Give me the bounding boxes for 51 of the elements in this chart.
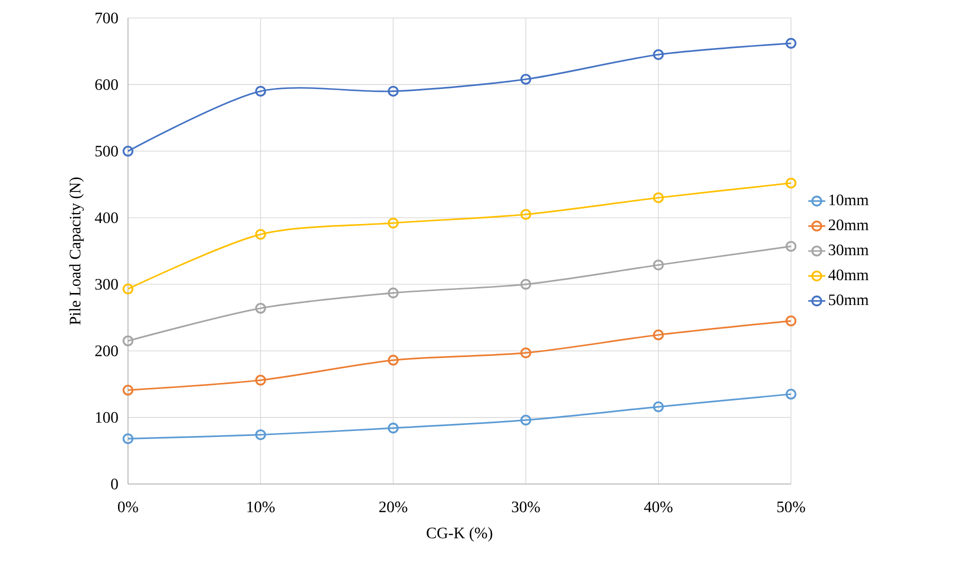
x-tick-label: 0% — [118, 502, 138, 512]
y-tick-label: 0 — [111, 478, 118, 490]
point — [786, 38, 796, 49]
point — [388, 422, 399, 434]
point — [520, 347, 532, 358]
point — [520, 414, 532, 426]
x-tick-label: 50% — [777, 502, 806, 512]
point — [255, 86, 266, 97]
point — [255, 429, 266, 440]
point — [388, 86, 399, 97]
point — [388, 354, 399, 366]
y-tick-label: 100 — [96, 412, 118, 423]
point — [520, 74, 532, 85]
x-tick-label: 30% — [512, 502, 540, 512]
legend-label: 30mm — [828, 244, 869, 256]
point — [653, 49, 664, 60]
point — [388, 288, 399, 298]
point — [255, 228, 266, 240]
point — [520, 208, 532, 220]
x-tick-label: 10% — [247, 502, 275, 512]
point — [653, 329, 664, 340]
point — [653, 401, 664, 412]
point — [520, 278, 532, 290]
point — [653, 260, 664, 270]
point — [786, 178, 796, 188]
y-tick-label: 400 — [94, 212, 118, 224]
x-axis-title: CG-K (%) — [426, 527, 492, 542]
y-tick-label: 500 — [96, 146, 118, 157]
point — [122, 335, 134, 346]
y-tick-label: 700 — [96, 12, 118, 24]
y-tick-label: 300 — [95, 278, 118, 290]
x-tick-label: 20% — [379, 502, 408, 512]
point — [255, 374, 266, 386]
legend-label: 40mm — [828, 269, 869, 280]
point — [786, 316, 796, 326]
point — [122, 433, 134, 444]
point — [388, 218, 399, 228]
x-tick-label: 40% — [644, 502, 672, 512]
legend-label: 10mm — [829, 194, 869, 206]
legend-label: 20mm — [828, 220, 869, 230]
legend-label: 50mm — [828, 294, 869, 306]
y-axis-title: Pile Load Capacity (N) — [69, 178, 84, 325]
y-tick-label: 200 — [95, 345, 118, 356]
point — [786, 240, 796, 252]
point — [122, 384, 134, 396]
y-tick-label: 600 — [95, 79, 118, 90]
point — [653, 192, 664, 204]
point — [122, 284, 134, 294]
point — [255, 302, 266, 314]
point — [786, 388, 796, 400]
point — [122, 146, 134, 157]
